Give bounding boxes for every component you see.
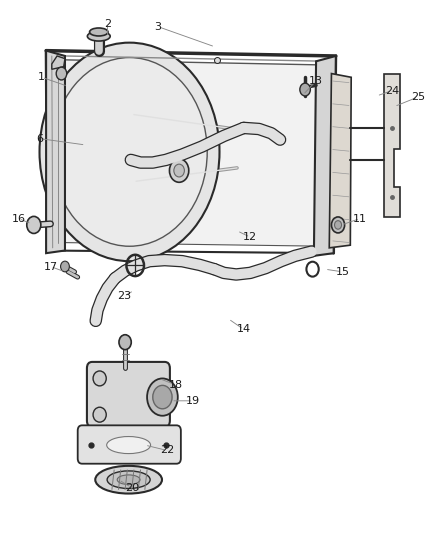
Circle shape (152, 385, 172, 409)
Text: 23: 23 (117, 292, 131, 301)
Polygon shape (328, 74, 350, 248)
Polygon shape (383, 74, 399, 217)
Text: 20: 20 (124, 483, 138, 492)
Text: 17: 17 (43, 262, 57, 271)
Text: 13: 13 (308, 76, 322, 86)
Circle shape (169, 159, 188, 182)
Text: 1: 1 (38, 72, 45, 82)
Text: 19: 19 (186, 396, 200, 406)
Ellipse shape (95, 466, 162, 494)
Circle shape (27, 216, 41, 233)
FancyBboxPatch shape (87, 362, 170, 427)
Text: 14: 14 (236, 325, 250, 334)
Circle shape (299, 83, 310, 96)
Polygon shape (58, 60, 326, 246)
Circle shape (173, 164, 184, 177)
Text: 2: 2 (104, 19, 111, 29)
Ellipse shape (93, 371, 106, 386)
Ellipse shape (87, 31, 110, 41)
Circle shape (147, 378, 177, 416)
Text: 25: 25 (410, 92, 424, 102)
Text: 11: 11 (352, 214, 366, 223)
Circle shape (39, 43, 219, 261)
Circle shape (331, 217, 344, 233)
Circle shape (60, 261, 69, 272)
Ellipse shape (117, 475, 140, 484)
Text: 16: 16 (11, 214, 25, 223)
Polygon shape (52, 56, 65, 69)
Ellipse shape (93, 407, 106, 422)
FancyBboxPatch shape (78, 425, 180, 464)
Ellipse shape (107, 471, 150, 488)
Polygon shape (46, 51, 65, 253)
Polygon shape (313, 56, 335, 256)
Text: 22: 22 (159, 446, 173, 455)
Circle shape (334, 221, 341, 229)
Text: 6: 6 (36, 134, 43, 143)
Text: 18: 18 (168, 380, 182, 390)
Ellipse shape (106, 437, 150, 454)
Text: 12: 12 (243, 232, 257, 242)
Text: 15: 15 (335, 267, 349, 277)
Text: 3: 3 (154, 22, 161, 31)
Circle shape (52, 58, 207, 246)
Text: 24: 24 (384, 86, 398, 95)
Ellipse shape (89, 28, 108, 36)
Circle shape (56, 67, 67, 80)
Circle shape (119, 335, 131, 350)
